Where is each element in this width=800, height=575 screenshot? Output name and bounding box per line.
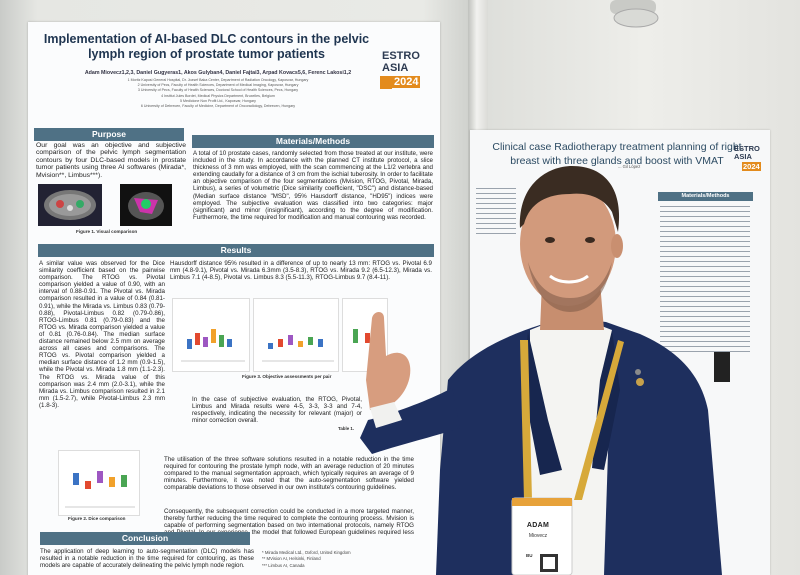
results-boxplot-chart bbox=[342, 298, 388, 372]
subjective-text: In the case of subjective evaluation, th… bbox=[192, 396, 362, 425]
purpose-text: Our goal was an objective and subjective… bbox=[36, 142, 186, 179]
ct-scan-graphic bbox=[44, 190, 96, 220]
ct-scan-graphic bbox=[128, 192, 164, 220]
boxplot-graphic bbox=[65, 471, 135, 508]
figure2-caption: Figure 2. Dice comparison bbox=[68, 516, 126, 521]
right-poster-subtitle: ... Gil López bbox=[618, 164, 641, 169]
logo-year: 2024 bbox=[742, 162, 761, 171]
purpose-heading: Purpose bbox=[34, 128, 184, 141]
left-poster: Implementation of AI-based DLC contours … bbox=[28, 22, 440, 575]
figure1-caption: Figure 1. Visual comparison bbox=[76, 229, 138, 234]
logo-text: ASIA bbox=[734, 152, 752, 161]
dice-boxplot-chart bbox=[58, 450, 140, 516]
right-poster: Clinical case Radiotherapy treatment pla… bbox=[470, 130, 770, 575]
footnote: * Mirada Medical Ltd., Oxford, United Ki… bbox=[262, 550, 351, 555]
right-poster-text-lines bbox=[476, 188, 516, 238]
materials-text: A total of 10 prostate cases, randomly s… bbox=[193, 150, 433, 221]
poster-title: Implementation of AI-based DLC contours … bbox=[43, 32, 370, 61]
boxplot-graphic bbox=[262, 335, 334, 362]
results-text-left: A similar value was observed for the Dic… bbox=[39, 260, 165, 409]
materials-heading: Materials/Methods bbox=[192, 135, 434, 148]
results-heading: Results bbox=[38, 244, 434, 257]
time-text: The utilisation of the three software so… bbox=[164, 456, 414, 492]
logo-text: ESTRO bbox=[734, 144, 760, 153]
results-boxplot-chart bbox=[172, 298, 250, 372]
conclusion-text: The application of deep learning to auto… bbox=[40, 548, 254, 570]
footnote: *** Limbus AI, Canada bbox=[262, 562, 305, 568]
ct-scan-image bbox=[120, 184, 172, 226]
conclusion-heading: Conclusion bbox=[40, 532, 250, 545]
logo-text: ASIA bbox=[382, 62, 409, 74]
badge-label: BU bbox=[526, 553, 533, 558]
ct-scan-image bbox=[38, 184, 102, 226]
poster-affiliations: 1 Moritz Kaposi General Hospital, Dr. Jo… bbox=[78, 78, 358, 109]
footnotes: * Mirada Medical Ltd., Oxford, United Ki… bbox=[262, 550, 351, 569]
logo-text: ESTRO bbox=[382, 50, 420, 62]
right-poster-section-heading: Materials/Methods bbox=[658, 192, 753, 201]
estro-asia-logo: ESTRO ASIA 2024 bbox=[378, 46, 430, 94]
estro-asia-logo: ESTRO ASIA 2024 bbox=[732, 142, 768, 176]
footnote: ** MVision AI, Helsinki, Finland bbox=[262, 556, 321, 562]
poster-authors: Adam Miovecz1,2,3, Daniel Gugyeras1, Ako… bbox=[84, 70, 352, 76]
affiliation-line: 4 Institut Jules Bordet, Medical Physics… bbox=[161, 93, 275, 98]
badge-surname: Miovecz bbox=[528, 533, 548, 539]
affiliation-line: 5 Mediclone Non Profit Ltd., Kaposvar, H… bbox=[180, 98, 256, 103]
affiliation-line: 6 University of Debrecen, Faculty of Med… bbox=[140, 104, 296, 109]
results-boxplot-chart bbox=[253, 298, 339, 372]
logo-mark bbox=[380, 76, 392, 89]
affiliation-line: 2 University of Pecs, Faculty of Health … bbox=[137, 83, 299, 88]
results-text-right: Hausdorff distance 95% resulted in a dif… bbox=[170, 260, 432, 282]
badge-name: ADAM bbox=[526, 522, 550, 529]
affiliation-line: 1 Moritz Kaposi General Hospital, Dr. Jo… bbox=[127, 78, 309, 82]
logo-year: 2024 bbox=[392, 76, 421, 88]
table-label: Table 1. bbox=[338, 426, 355, 431]
right-poster-text-lines bbox=[660, 206, 750, 356]
figure3-caption: Figure 3. Objective assessments per pair bbox=[242, 374, 332, 379]
affiliation-line: 3 University of Pecs, Faculty of Health … bbox=[137, 88, 299, 93]
spotlight-lamp bbox=[610, 0, 659, 28]
poster-figure bbox=[714, 352, 730, 382]
right-poster-title: Clinical case Radiotherapy treatment pla… bbox=[492, 141, 742, 167]
boxplot-graphic bbox=[353, 329, 370, 343]
boxplot-graphic bbox=[181, 329, 245, 362]
